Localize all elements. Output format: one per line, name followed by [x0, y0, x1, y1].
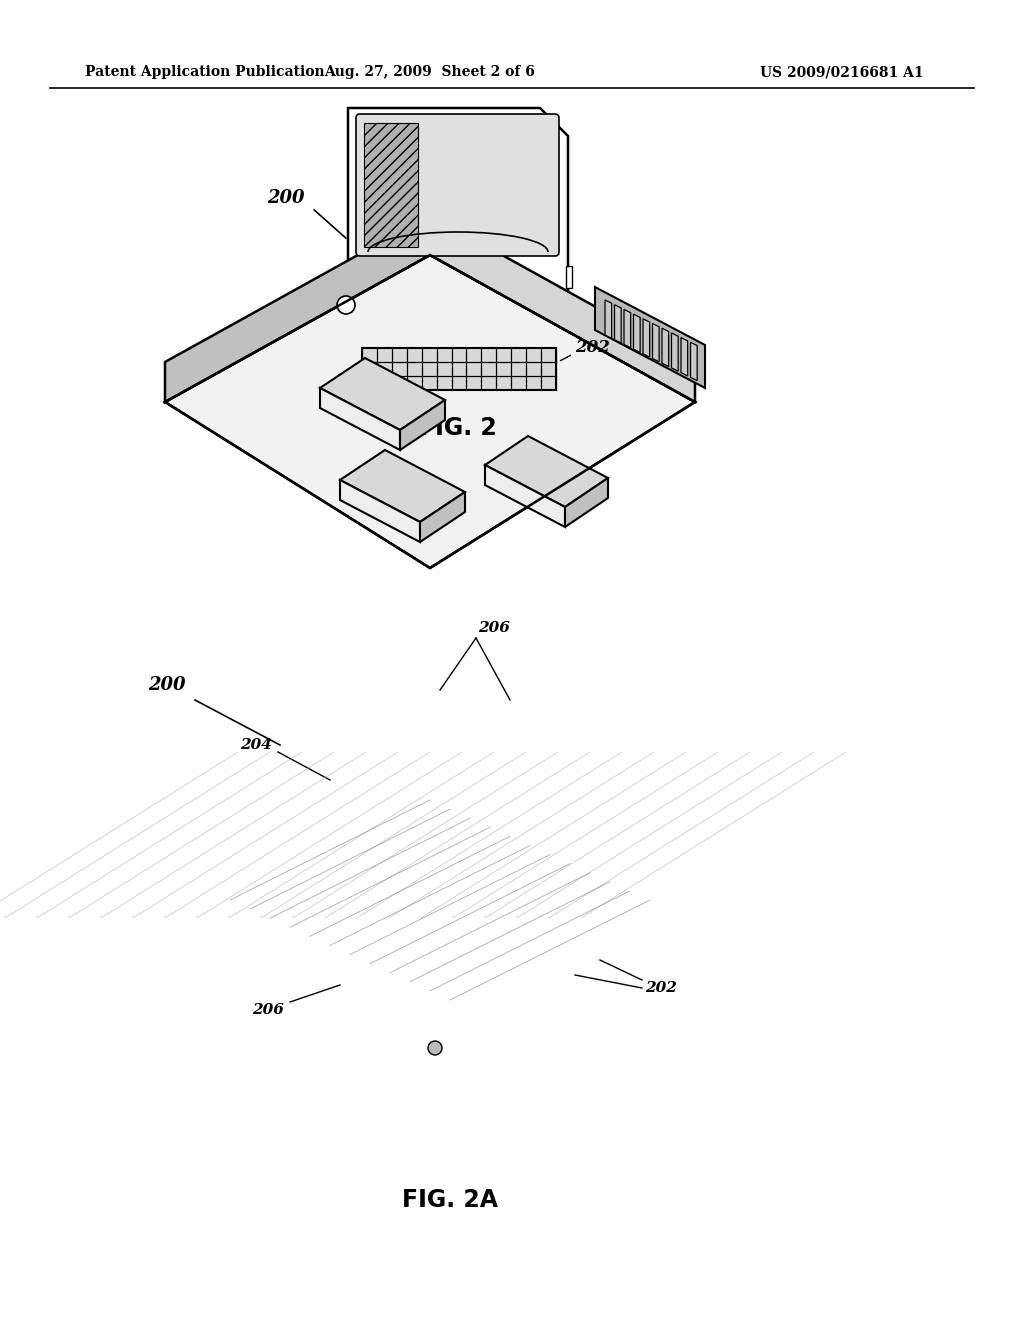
Text: Patent Application Publication: Patent Application Publication — [85, 65, 325, 79]
Text: FIG. 2A: FIG. 2A — [402, 1188, 498, 1212]
Text: 206: 206 — [478, 620, 510, 635]
Text: 200: 200 — [148, 676, 185, 694]
Polygon shape — [340, 450, 465, 521]
Polygon shape — [165, 215, 430, 403]
Text: 206: 206 — [252, 1003, 284, 1016]
Circle shape — [428, 1041, 442, 1055]
Polygon shape — [340, 480, 420, 543]
Polygon shape — [565, 478, 608, 527]
Text: 204: 204 — [240, 738, 272, 752]
Polygon shape — [595, 286, 705, 388]
Text: Aug. 27, 2009  Sheet 2 of 6: Aug. 27, 2009 Sheet 2 of 6 — [325, 65, 536, 79]
Polygon shape — [485, 436, 608, 507]
Polygon shape — [624, 309, 631, 347]
Polygon shape — [672, 333, 678, 371]
Text: FIG. 2: FIG. 2 — [419, 416, 497, 440]
Polygon shape — [165, 255, 695, 568]
Polygon shape — [348, 388, 568, 403]
Polygon shape — [643, 319, 649, 358]
Polygon shape — [319, 388, 400, 450]
Polygon shape — [400, 400, 445, 450]
Text: 200: 200 — [267, 189, 305, 207]
Bar — [566, 267, 572, 288]
Polygon shape — [690, 342, 697, 380]
Bar — [362, 348, 556, 389]
Polygon shape — [420, 492, 465, 543]
Polygon shape — [605, 300, 611, 338]
Polygon shape — [348, 108, 568, 388]
Text: 202: 202 — [645, 981, 677, 995]
Text: 202: 202 — [575, 339, 610, 356]
Polygon shape — [319, 358, 445, 430]
Text: US 2009/0216681 A1: US 2009/0216681 A1 — [760, 65, 924, 79]
Polygon shape — [364, 123, 418, 247]
Polygon shape — [652, 323, 659, 362]
Polygon shape — [662, 329, 669, 367]
Polygon shape — [485, 465, 565, 527]
FancyBboxPatch shape — [356, 114, 559, 256]
Circle shape — [337, 296, 355, 314]
Polygon shape — [634, 314, 640, 352]
Polygon shape — [681, 338, 688, 376]
Polygon shape — [614, 305, 622, 343]
Polygon shape — [430, 215, 695, 403]
